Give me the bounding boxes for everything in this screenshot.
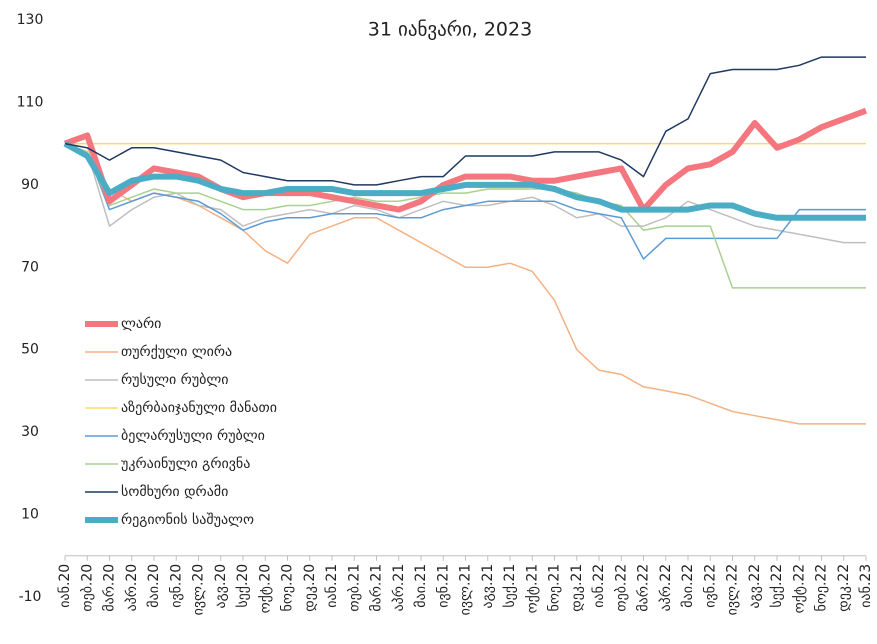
- x-tick-label: დეკ.21: [569, 564, 585, 612]
- x-tick-label: იან.20: [57, 564, 73, 608]
- x-tick-label: იან.21: [324, 564, 340, 608]
- x-tick-label: ნოე.20: [280, 564, 296, 612]
- y-tick-label: 50: [21, 342, 39, 358]
- y-tick-label: -10: [19, 589, 42, 605]
- legend-label: თურქული ლირა: [121, 343, 232, 360]
- series-line: [64, 142, 866, 289]
- y-tick-label: 90: [21, 177, 39, 193]
- x-tick-label: ივლ.20: [191, 564, 207, 616]
- legend-label: რეგიონის საშუალო: [121, 511, 254, 528]
- x-tick-label: ოქტ.20: [257, 564, 273, 614]
- series-line: [63, 107, 868, 213]
- series-line: [64, 142, 866, 260]
- x-tick-label: ივნ.21: [435, 564, 451, 608]
- x-tick-label: მაი.20: [146, 564, 162, 608]
- legend-label: აზერბაიჯანული მანათი: [121, 399, 277, 416]
- series-line: [63, 140, 866, 221]
- legend-label: ბელარუსული რუბლი: [121, 427, 265, 444]
- x-tick-label: ნოე.21: [547, 564, 563, 612]
- x-tick-label: ნოე.22: [814, 564, 830, 612]
- x-tick-label: სექ.20: [235, 564, 251, 608]
- x-tick-label: სექ.22: [769, 564, 785, 608]
- chart-title: 31 იანვარი, 2023: [368, 19, 532, 41]
- x-tick-label: აპრ.22: [657, 564, 674, 612]
- x-tick-label: თებ.21: [346, 564, 362, 612]
- y-tick-label: 70: [21, 259, 39, 275]
- x-tick-label: ოქტ.21: [524, 564, 540, 614]
- x-tick-label: ოქტ.22: [791, 564, 807, 614]
- y-tick-label: 10: [21, 507, 39, 523]
- x-tick-label: დეკ.20: [302, 564, 318, 612]
- x-tick-label: სექ.21: [502, 564, 518, 608]
- legend-label: უკრაინული გრივნა: [121, 455, 250, 472]
- x-tick-label: მარ.21: [368, 564, 385, 612]
- y-tick-label: 30: [21, 424, 39, 440]
- y-tick-label: 110: [17, 94, 44, 110]
- legend-label: ლარი: [121, 315, 161, 332]
- legend-label: სომხური დრამი: [121, 483, 228, 500]
- x-tick-label: დეკ.22: [836, 564, 852, 612]
- x-tick-label: მარ.20: [101, 564, 118, 612]
- x-tick-label: ივნ.20: [168, 564, 184, 608]
- legend-label: რუსული რუბლი: [121, 371, 229, 388]
- x-tick-label: აგვ.22: [747, 564, 763, 609]
- series-line: [64, 56, 866, 186]
- y-tick-label: 130: [17, 12, 44, 28]
- x-tick-label: მარ.22: [635, 564, 652, 612]
- x-tick-label: თებ.22: [613, 564, 629, 612]
- x-tick-label: აპრ.20: [123, 564, 140, 612]
- x-tick-label: ივნ.22: [702, 564, 718, 608]
- x-tick-label: მაი.22: [680, 564, 696, 608]
- x-tick-label: აგვ.21: [480, 564, 496, 609]
- x-tick-label: თებ.20: [79, 564, 95, 612]
- x-tick-label: იან.23: [858, 564, 874, 608]
- x-tick-label: იან.22: [591, 564, 607, 608]
- x-tick-label: აგვ.20: [213, 564, 229, 609]
- x-tick-label: ივლ.21: [458, 564, 474, 616]
- x-tick-label: მაი.21: [413, 564, 429, 608]
- x-tick-label: ივლ.22: [725, 564, 741, 616]
- x-tick-label: აპრ.21: [390, 564, 407, 612]
